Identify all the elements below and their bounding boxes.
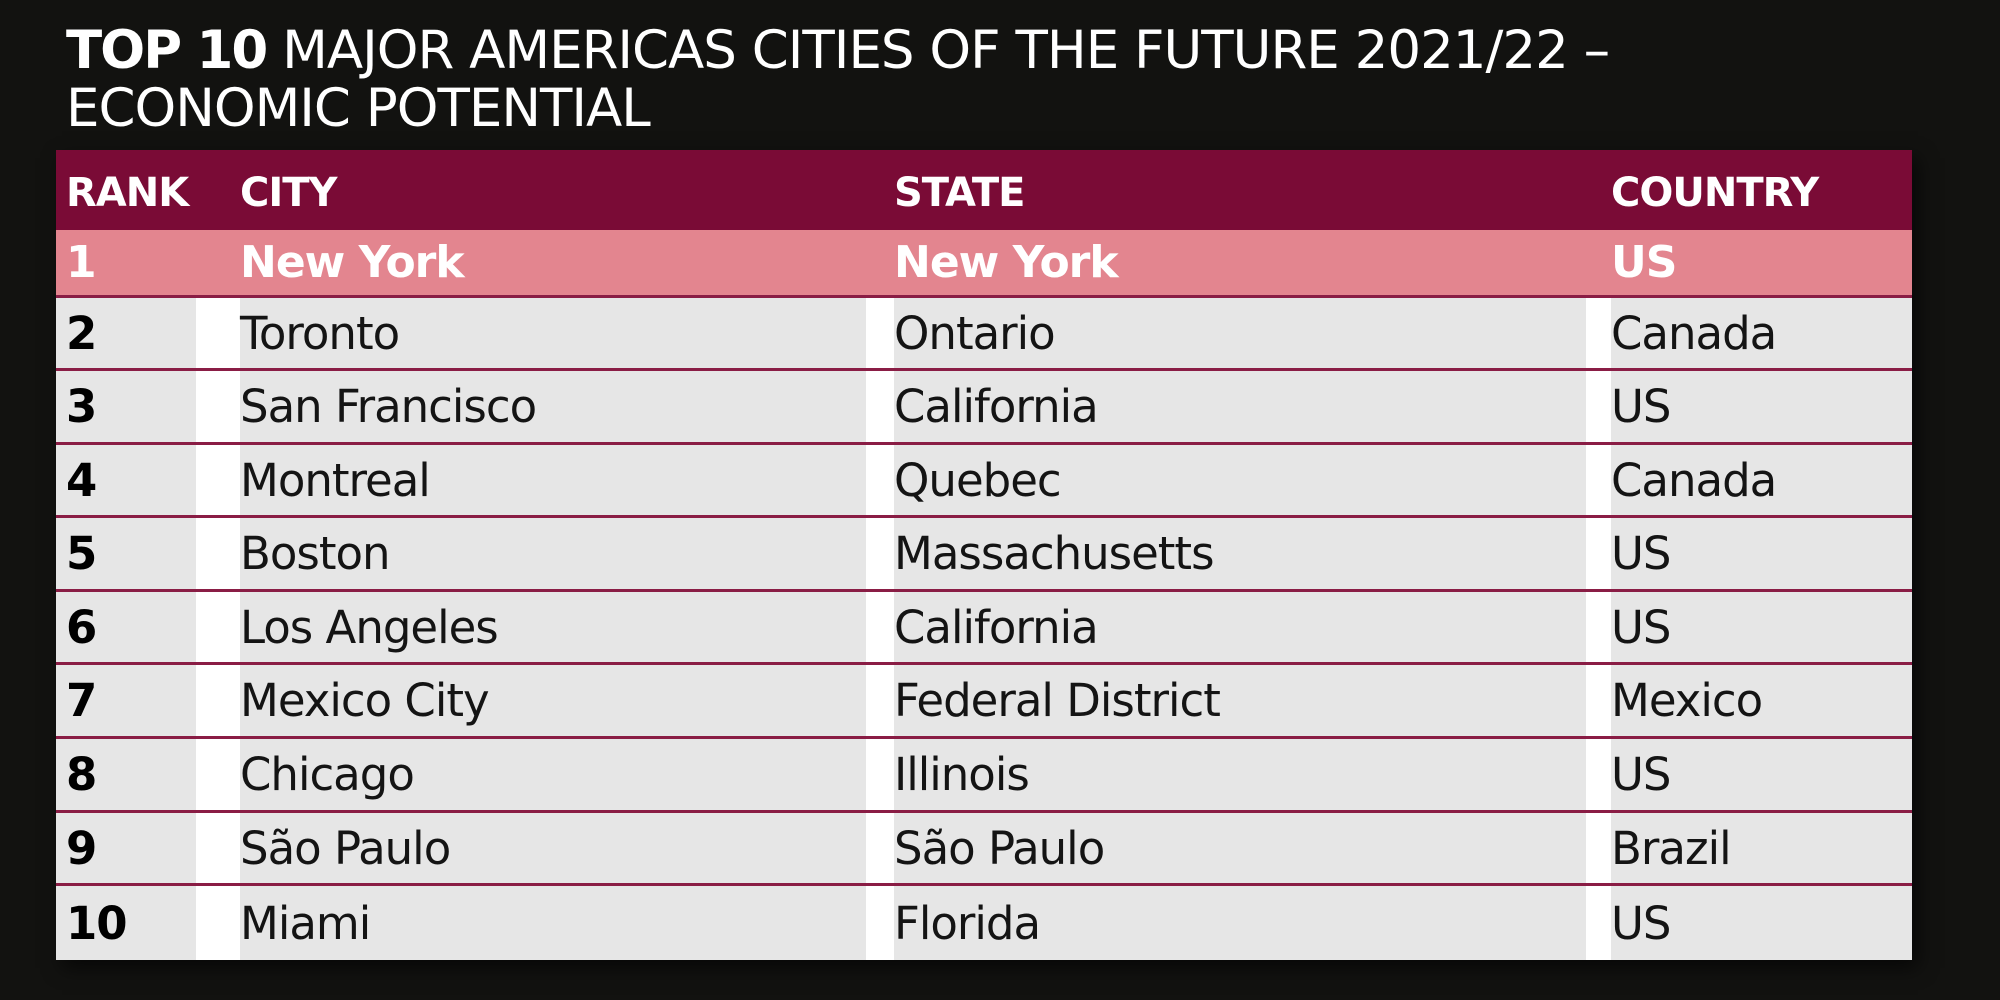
city-cell: San Francisco: [240, 380, 537, 434]
table-row: 3 San Francisco California US: [56, 372, 1912, 445]
rank-cell: 6: [66, 600, 97, 654]
city-cell: Mexico City: [240, 674, 490, 728]
country-cell: US: [1611, 747, 1672, 801]
rank-cell: 4: [66, 453, 97, 507]
country-cell: Brazil: [1611, 821, 1732, 875]
city-cell: Los Angeles: [240, 600, 499, 654]
ranking-table: RANK CITY STATE COUNTRY 1 New York New Yor…: [56, 150, 1912, 960]
state-cell: California: [894, 380, 1099, 434]
city-cell: Montreal: [240, 453, 431, 507]
column-header-state: STATE: [894, 170, 1025, 216]
table-row: 8 Chicago Illinois US: [56, 739, 1912, 813]
title-text: MAJOR AMERICAS CITIES OF THE FUTURE 2021…: [66, 20, 1610, 139]
table-row: 5 Boston Massachusetts US: [56, 519, 1912, 592]
city-cell: Boston: [240, 527, 391, 581]
state-cell: Illinois: [894, 747, 1030, 801]
rank-cell: 3: [66, 380, 97, 434]
country-cell: US: [1611, 380, 1672, 434]
table-row: 6 Los Angeles California US: [56, 592, 1912, 666]
table-row: 4 Montreal Quebec Canada: [56, 445, 1912, 519]
country-cell: Canada: [1611, 453, 1777, 507]
rank-cell: 10: [66, 896, 128, 950]
title-emphasis: TOP 10: [66, 20, 268, 81]
table-row-highlight: 1 New York New York US: [56, 230, 1912, 298]
city-cell: Miami: [240, 896, 371, 950]
table-row: 7 Mexico City Federal District Mexico: [56, 666, 1912, 740]
city-cell: Chicago: [240, 747, 415, 801]
table-title: TOP 10 MAJOR AMERICAS CITIES OF THE FUTU…: [66, 22, 1766, 138]
table-row: 10 Miami Florida US: [56, 886, 1912, 959]
rank-cell: 1: [66, 237, 97, 288]
country-cell: US: [1611, 527, 1672, 581]
state-cell: Federal District: [894, 674, 1221, 728]
rank-cell: 5: [66, 527, 97, 581]
city-cell: São Paulo: [240, 821, 451, 875]
country-cell: Mexico: [1611, 674, 1763, 728]
state-cell: Quebec: [894, 453, 1062, 507]
table-row: 2 Toronto Ontario Canada: [56, 298, 1912, 372]
table-header-row: RANK CITY STATE COUNTRY: [56, 150, 1912, 230]
rank-cell: 9: [66, 821, 97, 875]
state-cell: New York: [894, 237, 1119, 288]
rank-cell: 7: [66, 674, 97, 728]
city-cell: Toronto: [240, 306, 400, 360]
state-cell: Massachusetts: [894, 527, 1215, 581]
state-cell: São Paulo: [894, 821, 1105, 875]
city-cell: New York: [240, 237, 465, 288]
column-header-rank: RANK: [66, 170, 189, 216]
state-cell: California: [894, 600, 1099, 654]
country-cell: US: [1611, 237, 1677, 288]
country-cell: Canada: [1611, 306, 1777, 360]
country-cell: US: [1611, 600, 1672, 654]
rank-cell: 8: [66, 747, 97, 801]
column-header-country: COUNTRY: [1611, 170, 1819, 216]
state-cell: Florida: [894, 896, 1041, 950]
table-row: 9 São Paulo São Paulo Brazil: [56, 813, 1912, 887]
column-header-city: CITY: [240, 170, 338, 216]
state-cell: Ontario: [894, 306, 1056, 360]
rank-cell: 2: [66, 306, 97, 360]
country-cell: US: [1611, 896, 1672, 950]
